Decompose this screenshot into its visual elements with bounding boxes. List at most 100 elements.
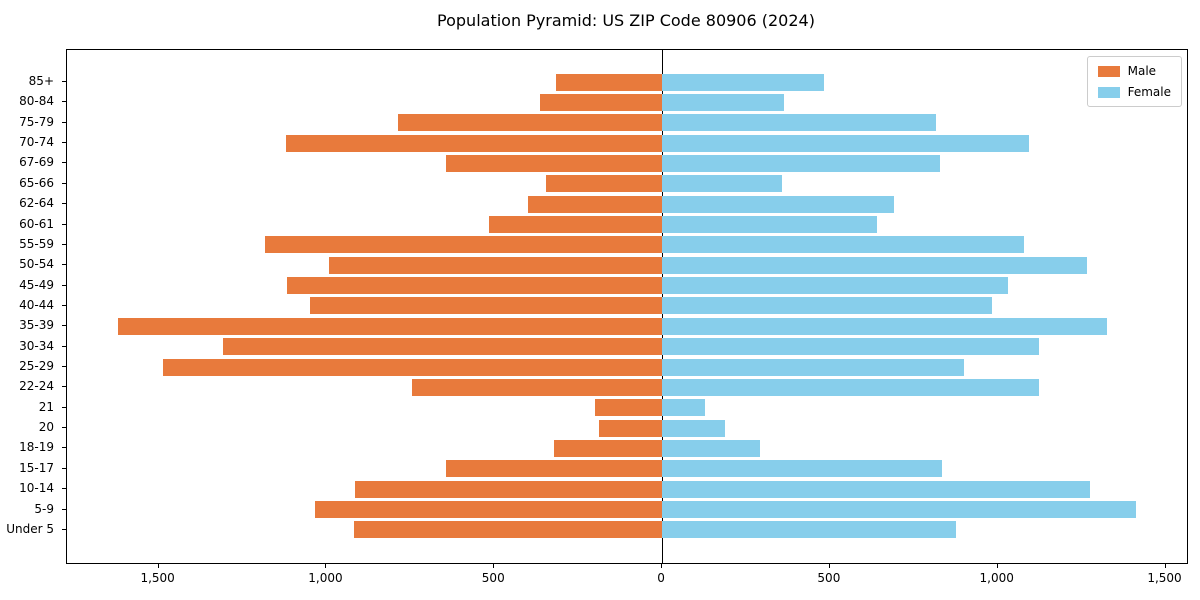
bar-male-5-9 [314, 501, 663, 519]
y-tick-mark-30-34 [62, 345, 66, 347]
bar-male-80-84 [539, 93, 663, 111]
bar-male-35-39 [118, 317, 663, 335]
bar-female-85+ [662, 73, 824, 91]
y-tick-label-under-5: Under 5 [6, 521, 54, 536]
legend-label-male: Male [1127, 64, 1157, 78]
y-tick-mark-80-84 [62, 101, 66, 103]
bar-female-65-66 [662, 175, 783, 193]
y-tick-label-50-54: 50-54 [19, 257, 54, 272]
bar-female-40-44 [662, 297, 993, 315]
bar-female-70-74 [662, 134, 1029, 152]
y-tick-mark-67-69 [62, 162, 66, 164]
y-tick-mark-62-64 [62, 203, 66, 205]
bar-female-10-14 [662, 480, 1091, 498]
bar-male-60-61 [489, 216, 663, 234]
bar-male-45-49 [286, 277, 663, 295]
y-tick-label-65-66: 65-66 [19, 175, 54, 190]
x-tick-mark-1000 [996, 564, 998, 568]
bar-male-21 [594, 399, 663, 417]
legend: Male Female [1086, 56, 1182, 107]
bar-male-30-34 [223, 338, 663, 356]
bar-female-15-17 [662, 460, 942, 478]
y-tick-label-80-84: 80-84 [19, 94, 54, 109]
y-tick-label-60-61: 60-61 [19, 216, 54, 231]
bar-male-10-14 [355, 480, 663, 498]
bar-female-55-59 [662, 236, 1024, 254]
bar-male-67-69 [446, 154, 663, 172]
bar-male-62-64 [528, 195, 663, 213]
bar-female-18-19 [662, 439, 760, 457]
bar-female-75-79 [662, 114, 936, 132]
x-tick-label-1000: 1,000 [979, 571, 1014, 585]
y-tick-label-70-74: 70-74 [19, 135, 54, 150]
bar-male-25-29 [162, 358, 663, 376]
y-tick-label-25-29: 25-29 [19, 359, 54, 374]
x-tick-mark-500 [493, 564, 495, 568]
x-tick-label-500: 500 [481, 571, 505, 585]
bar-male-22-24 [412, 378, 663, 396]
y-tick-mark-85+ [62, 81, 66, 82]
bar-male-85+ [555, 73, 663, 91]
y-tick-mark-40-44 [62, 304, 66, 306]
y-tick-mark-75-79 [62, 121, 66, 123]
y-tick-label-15-17: 15-17 [19, 460, 54, 475]
bar-male-70-74 [286, 134, 663, 152]
bar-male-65-66 [545, 175, 663, 193]
x-tick-mark-1500 [1164, 564, 1166, 568]
y-tick-mark-45-49 [62, 284, 66, 286]
y-tick-label-45-49: 45-49 [19, 277, 54, 292]
y-tick-label-18-19: 18-19 [19, 440, 54, 455]
y-tick-mark-50-54 [62, 264, 66, 266]
bar-female-20 [662, 419, 725, 437]
x-tick-label-500: 500 [817, 571, 841, 585]
bar-female-under-5 [662, 521, 957, 539]
y-tick-label-22-24: 22-24 [19, 379, 54, 394]
bar-male-50-54 [329, 256, 663, 274]
bar-female-50-54 [662, 256, 1087, 274]
x-tick-label-0: 0 [657, 571, 665, 585]
bar-female-62-64 [662, 195, 894, 213]
female-color-swatch [1097, 86, 1120, 98]
x-tick-mark-500 [828, 564, 830, 568]
bar-female-60-61 [662, 216, 877, 234]
male-color-swatch [1097, 65, 1120, 77]
y-tick-mark-20 [62, 427, 66, 429]
y-tick-mark-10-14 [62, 488, 66, 490]
bar-male-15-17 [445, 460, 663, 478]
bar-male-55-59 [265, 236, 663, 254]
y-tick-mark-under-5 [62, 528, 66, 530]
bar-female-22-24 [662, 378, 1039, 396]
y-tick-label-67-69: 67-69 [19, 155, 54, 170]
x-tick-mark-1000 [325, 564, 327, 568]
bar-female-35-39 [662, 317, 1108, 335]
y-tick-mark-25-29 [62, 366, 66, 368]
bar-female-45-49 [662, 277, 1008, 295]
bar-male-40-44 [309, 297, 663, 315]
legend-entry-male: Male [1097, 64, 1171, 78]
y-tick-mark-70-74 [62, 142, 66, 144]
y-tick-mark-5-9 [62, 508, 66, 510]
y-tick-mark-60-61 [62, 223, 66, 225]
y-tick-label-62-64: 62-64 [19, 196, 54, 211]
y-tick-label-55-59: 55-59 [19, 236, 54, 251]
y-tick-label-75-79: 75-79 [19, 114, 54, 129]
x-tick-mark-0 [661, 564, 663, 568]
bar-male-18-19 [554, 439, 663, 457]
y-tick-mark-35-39 [62, 325, 66, 327]
legend-label-female: Female [1127, 85, 1171, 99]
y-tick-label-85+: 85+ [28, 74, 54, 88]
y-tick-mark-65-66 [62, 182, 66, 184]
bar-female-5-9 [662, 501, 1136, 519]
y-tick-mark-18-19 [62, 447, 66, 449]
y-tick-label-35-39: 35-39 [19, 318, 54, 333]
y-tick-label-20: 20 [38, 420, 54, 435]
x-tick-mark-1500 [157, 564, 159, 568]
x-tick-label-1500: 1,500 [1147, 571, 1182, 585]
y-tick-label-10-14: 10-14 [19, 481, 54, 496]
bar-male-75-79 [397, 114, 663, 132]
bar-female-80-84 [662, 93, 784, 111]
x-tick-label-1000: 1,000 [308, 571, 343, 585]
y-tick-label-30-34: 30-34 [19, 338, 54, 353]
y-tick-mark-22-24 [62, 386, 66, 388]
